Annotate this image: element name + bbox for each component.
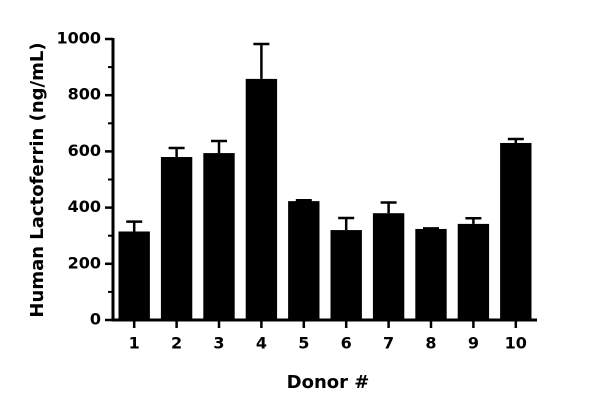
y-tick-label: 600 bbox=[68, 141, 101, 160]
x-tick-label: 5 bbox=[298, 334, 309, 353]
y-axis-title: Human Lactoferrin (ng/mL) bbox=[27, 42, 48, 317]
y-tick-label: 0 bbox=[90, 310, 101, 329]
bar bbox=[457, 223, 490, 320]
y-tick-label: 800 bbox=[68, 85, 101, 104]
x-tick-label: 1 bbox=[129, 334, 140, 353]
bar bbox=[415, 228, 447, 320]
x-tick-label: 4 bbox=[256, 334, 267, 353]
x-tick-label: 10 bbox=[505, 334, 527, 353]
bar bbox=[500, 142, 532, 320]
y-tick-label: 1000 bbox=[56, 29, 101, 48]
bar bbox=[330, 230, 362, 320]
bar bbox=[118, 231, 150, 320]
x-tick-label: 2 bbox=[171, 334, 182, 353]
x-tick-label: 9 bbox=[468, 334, 479, 353]
y-tick-label: 200 bbox=[68, 253, 101, 272]
bar bbox=[372, 213, 405, 320]
x-tick-label: 8 bbox=[425, 334, 436, 353]
bar bbox=[160, 157, 193, 320]
x-tick-label: 3 bbox=[213, 334, 224, 353]
x-tick-label: 7 bbox=[383, 334, 394, 353]
bar bbox=[245, 78, 278, 320]
y-tick-label: 400 bbox=[68, 197, 101, 216]
bar bbox=[288, 201, 320, 320]
bar bbox=[203, 153, 235, 320]
x-axis-title: Donor # bbox=[287, 372, 370, 393]
x-tick-label: 6 bbox=[341, 334, 352, 353]
